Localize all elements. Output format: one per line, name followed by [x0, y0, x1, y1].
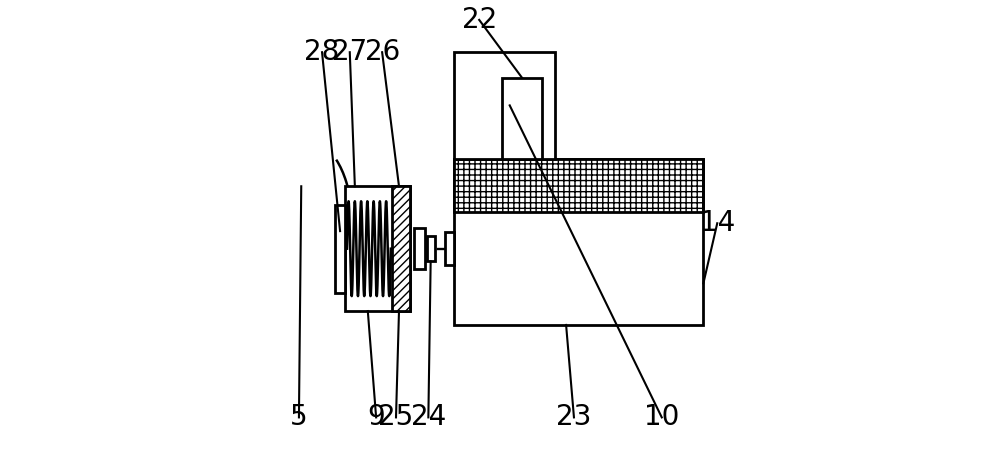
- Text: 5: 5: [290, 404, 308, 432]
- Bar: [454, 159, 703, 212]
- Text: 14: 14: [700, 209, 735, 237]
- Text: 9: 9: [367, 404, 385, 432]
- Text: 27: 27: [332, 38, 367, 66]
- Bar: [445, 232, 454, 265]
- Text: 24: 24: [411, 404, 446, 432]
- Text: 22: 22: [462, 6, 497, 34]
- Bar: [454, 52, 555, 159]
- Text: 10: 10: [644, 404, 679, 432]
- Bar: [427, 236, 435, 261]
- Text: 28: 28: [304, 38, 340, 66]
- Bar: [454, 159, 703, 325]
- Text: 25: 25: [378, 404, 414, 432]
- Text: 23: 23: [556, 404, 592, 432]
- Text: 26: 26: [365, 38, 400, 66]
- Bar: [345, 186, 410, 311]
- Bar: [414, 228, 425, 270]
- Bar: [502, 78, 542, 159]
- Bar: [335, 205, 345, 292]
- Bar: [392, 186, 410, 311]
